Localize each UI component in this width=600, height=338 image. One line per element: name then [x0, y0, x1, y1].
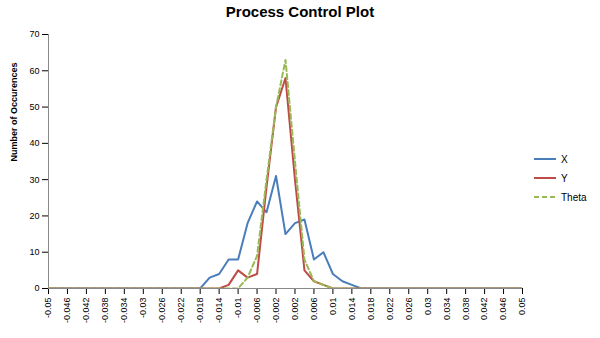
svg-text:70: 70: [29, 29, 39, 39]
svg-text:-0.026: -0.026: [157, 298, 167, 324]
svg-text:0.038: 0.038: [461, 298, 471, 321]
svg-text:10: 10: [29, 247, 39, 257]
svg-text:0.022: 0.022: [385, 298, 395, 321]
html-text:Theta: Theta: [561, 191, 587, 203]
svg-text:0.014: 0.014: [347, 298, 357, 321]
svg-text:-0.018: -0.018: [195, 298, 205, 324]
svg-text:0.018: 0.018: [366, 298, 376, 321]
html-text:Y: Y: [561, 172, 568, 184]
svg-text:0: 0: [34, 283, 39, 293]
svg-text:-0.05: -0.05: [43, 298, 53, 319]
svg-text:-0.01: -0.01: [233, 298, 243, 319]
svg-text:30: 30: [29, 175, 39, 185]
html-text:Process Control Plot: Process Control Plot: [225, 3, 375, 20]
svg-text:0.042: 0.042: [479, 298, 489, 321]
svg-text:-0.03: -0.03: [138, 298, 148, 319]
svg-text:0.05: 0.05: [517, 298, 527, 316]
html-text:X: X: [561, 153, 568, 165]
svg-text:-0.014: -0.014: [214, 298, 224, 324]
svg-text:0.002: 0.002: [290, 298, 300, 321]
svg-text:60: 60: [29, 66, 39, 76]
svg-text:0.026: 0.026: [404, 298, 414, 321]
svg-text:-0.006: -0.006: [252, 298, 262, 324]
svg-text:0.006: 0.006: [309, 298, 319, 321]
svg-text:-0.002: -0.002: [271, 298, 281, 324]
svg-text:0.034: 0.034: [442, 298, 452, 321]
svg-text:Number of Occurences: Number of Occurences: [9, 62, 19, 161]
svg-text:20: 20: [29, 211, 39, 221]
svg-text:-0.022: -0.022: [176, 298, 186, 324]
svg-text:50: 50: [29, 102, 39, 112]
svg-text:0.03: 0.03: [423, 298, 433, 316]
svg-text:-0.034: -0.034: [119, 298, 129, 324]
svg-text:40: 40: [29, 138, 39, 148]
svg-text:0.046: 0.046: [498, 298, 508, 321]
svg-text:-0.046: -0.046: [62, 298, 72, 324]
svg-text:0.01: 0.01: [328, 298, 338, 316]
svg-text:-0.038: -0.038: [100, 298, 110, 324]
svg-text:-0.042: -0.042: [81, 298, 91, 324]
